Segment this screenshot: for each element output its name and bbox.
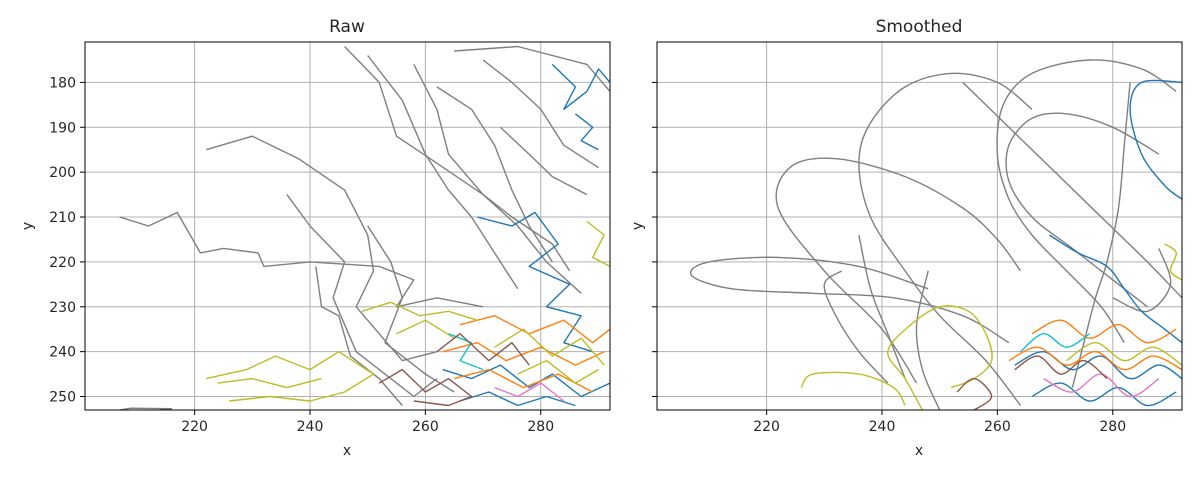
y-tick-label: 220 [49, 255, 76, 271]
series-line-raw-14 [551, 63, 610, 110]
series-line-smoothed-2 [823, 270, 889, 384]
grid-raw [85, 42, 610, 410]
x-tick-label: 220 [753, 419, 780, 435]
series-line-raw-13 [499, 126, 588, 196]
series-line-smoothed-9 [1112, 248, 1172, 313]
series-line-smoothed-8 [1071, 82, 1131, 388]
series-line-smoothed-12 [1048, 234, 1182, 344]
series-group-raw [119, 45, 610, 410]
axes-frame-raw [84, 41, 611, 411]
x-tick-label: 240 [297, 419, 324, 435]
series-line-raw-10 [436, 86, 553, 263]
y-axis-label-smoothed: y [630, 222, 646, 230]
y-tick-label: 230 [49, 300, 76, 316]
y-tick-label: 200 [49, 165, 76, 181]
series-line-raw-19 [459, 315, 610, 344]
series-line-raw-18 [459, 391, 576, 407]
series-line-smoothed-1 [775, 157, 1022, 384]
y-tick-label: 210 [49, 210, 76, 226]
series-line-raw-25 [396, 319, 455, 339]
series-line-raw-27 [517, 359, 599, 384]
series-line-raw-17 [442, 364, 610, 398]
panel-title-raw: Raw [329, 17, 365, 37]
series-line-raw-12 [482, 59, 599, 169]
series-line-raw-1 [119, 211, 484, 308]
axes-frame-smoothed [656, 41, 1183, 411]
series-line-raw-11 [454, 45, 610, 92]
series-line-smoothed-24 [1014, 355, 1108, 380]
series-line-raw-9 [413, 64, 582, 294]
grid-smoothed [657, 42, 1182, 410]
series-line-raw-28 [586, 220, 610, 268]
series-line-smoothed-21 [1020, 333, 1091, 353]
series-line-smoothed-23 [956, 377, 993, 410]
series-line-smoothed-10 [962, 81, 1182, 299]
x-axis-label-smoothed: x [915, 443, 923, 459]
series-line-smoothed-3 [858, 72, 1033, 406]
series-line-raw-15 [574, 113, 599, 151]
series-line-smoothed-19 [1066, 342, 1182, 366]
series-line-smoothed-22 [1043, 373, 1160, 398]
series-line-raw-7 [344, 46, 571, 272]
series-line-smoothed-5 [858, 234, 906, 379]
series-line-smoothed-15 [1031, 319, 1177, 344]
x-tick-label: 260 [412, 419, 439, 435]
series-line-raw-8 [367, 55, 519, 290]
series-line-raw-24 [361, 301, 478, 321]
series-line-raw-26 [494, 328, 605, 366]
y-axis-label-raw: y [20, 222, 36, 230]
panel-smoothed: Smoothed x y 220 240 260 280 [630, 17, 1183, 459]
x-tick-label: 240 [869, 419, 896, 435]
series-line-smoothed-11 [1129, 79, 1182, 200]
series-line-raw-16 [477, 211, 593, 353]
series-line-raw-3 [286, 194, 438, 398]
series-line-smoothed-4 [915, 270, 941, 410]
series-line-raw-0 [119, 407, 173, 410]
x-axis-label-raw: x [343, 443, 351, 459]
series-line-smoothed-13 [1014, 350, 1182, 380]
series-group-smoothed [689, 59, 1182, 410]
series-line-raw-23 [217, 377, 322, 389]
series-line-raw-21 [454, 368, 594, 393]
series-line-raw-4 [315, 266, 403, 406]
series-line-raw-30 [494, 382, 565, 402]
panel-title-smoothed: Smoothed [876, 17, 963, 37]
y-tick-label: 190 [49, 120, 76, 136]
series-line-smoothed-0 [689, 256, 1010, 344]
series-line-raw-32 [436, 333, 530, 366]
series-line-raw-31 [378, 368, 473, 407]
y-tick-label: 240 [49, 345, 76, 361]
series-line-smoothed-20 [1164, 243, 1182, 281]
series-line-smoothed-16 [1008, 346, 1182, 371]
series-line-smoothed-18 [800, 371, 906, 406]
y-tick-label: 180 [49, 75, 76, 91]
series-line-smoothed-6 [996, 59, 1177, 344]
y-tick-label: 250 [49, 390, 76, 406]
series-line-raw-22 [206, 351, 375, 402]
x-tick-label: 280 [1099, 419, 1126, 435]
series-line-raw-5 [367, 225, 455, 393]
x-tick-label: 260 [984, 419, 1011, 435]
x-tick-label: 280 [527, 419, 554, 435]
series-line-smoothed-17 [887, 305, 993, 410]
series-line-raw-29 [448, 333, 484, 371]
series-line-smoothed-14 [1031, 382, 1177, 407]
panel-raw: Raw x y 220 240 260 280 180 190 200 210 220 230 24… [20, 17, 611, 459]
x-tick-label: 220 [181, 419, 208, 435]
series-line-smoothed-7 [1005, 112, 1160, 308]
